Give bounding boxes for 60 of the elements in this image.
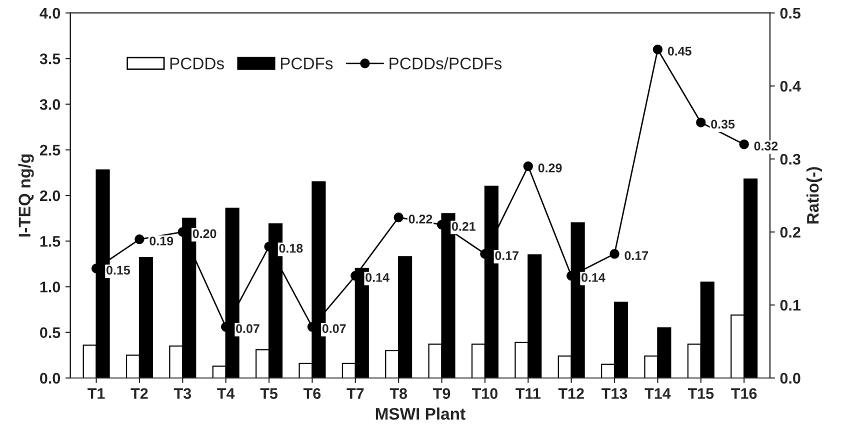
y-tick-label: 0.0 <box>40 372 60 384</box>
data-label: 0.18 <box>279 244 303 253</box>
y-tick-label: 3.5 <box>40 53 60 64</box>
data-label: 0.17 <box>495 251 518 260</box>
data-label: 0.07 <box>236 324 260 334</box>
data-label: 0.17 <box>624 251 648 260</box>
point <box>610 249 620 259</box>
x-tick-label: T4 <box>217 388 235 399</box>
x-tick-label: T13 <box>602 388 628 399</box>
legend-label: PCDDs/PCDFs <box>390 57 502 70</box>
x-axis-title: MSWI Plant <box>376 408 466 420</box>
x-tick-label: T10 <box>472 388 498 399</box>
point <box>739 140 749 150</box>
x-tick-label: T6 <box>303 388 321 399</box>
y-tick-label: 2.0 <box>40 190 60 202</box>
x-tick-label: T15 <box>688 388 714 399</box>
data-label: 0.14 <box>366 273 390 282</box>
point <box>134 234 144 244</box>
y-tick-label: 1.5 <box>40 236 60 247</box>
data-label: 0.07 <box>322 324 346 334</box>
x-tick-label: T8 <box>390 388 408 399</box>
x-tick-label: T7 <box>346 388 364 399</box>
x-tick-label: T9 <box>433 388 450 399</box>
x-tick-label: T12 <box>558 388 584 399</box>
point <box>652 44 663 54</box>
data-label: 0.21 <box>452 222 476 231</box>
point <box>394 212 404 222</box>
data-label: 0.14 <box>582 273 606 282</box>
data-label: 0.35 <box>711 120 735 129</box>
data-label: 0.29 <box>538 164 562 172</box>
data-label: 0.20 <box>192 229 216 238</box>
x-tick-label: T2 <box>130 388 148 399</box>
y-tick-label: 0.5 <box>40 327 60 338</box>
x-tick-label: T1 <box>88 388 105 399</box>
x-tick-label: T14 <box>644 388 671 399</box>
point <box>696 118 706 128</box>
y2-tick-label: 0.4 <box>780 80 801 92</box>
x-tick-label: T16 <box>731 388 757 399</box>
y-tick-label: 3.0 <box>40 99 60 110</box>
legend-label: PCDFs <box>280 58 333 70</box>
data-label: 0.32 <box>754 142 778 151</box>
x-tick-label: T5 <box>260 388 278 399</box>
x-tick-label: T3 <box>174 388 192 399</box>
data-label: 0.19 <box>150 236 174 246</box>
y2-axis-title: Ratio(-) <box>806 167 822 224</box>
data-label: 0.22 <box>408 214 432 224</box>
y-axis-title: I-TEQ ng/g <box>18 154 34 236</box>
y2-tick-label: 0.1 <box>780 300 801 311</box>
y-tick-label: 4.0 <box>40 8 60 19</box>
y2-tick-label: 0.2 <box>780 226 800 238</box>
y2-tick-label: 0.0 <box>780 372 800 384</box>
x-tick-label: T11 <box>516 388 540 399</box>
y-tick-label: 1.0 <box>40 282 60 292</box>
data-label: 0.15 <box>106 266 130 275</box>
y2-tick-label: 0.3 <box>780 154 800 165</box>
point <box>523 161 534 172</box>
data-label: 0.45 <box>668 46 692 56</box>
legend-label: PCDDs <box>170 58 224 70</box>
y2-tick-label: 0.5 <box>780 8 801 19</box>
y-tick-label: 2.5 <box>40 144 60 156</box>
